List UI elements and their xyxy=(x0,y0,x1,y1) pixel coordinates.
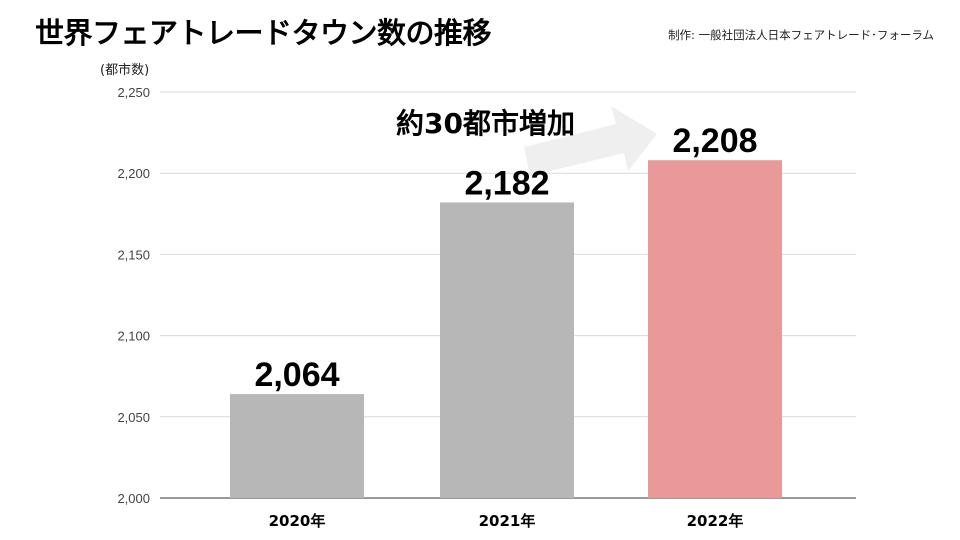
bar-data-label: 2,064 xyxy=(254,356,339,394)
chart-title: 世界フェアトレードタウン数の推移 xyxy=(35,16,492,50)
y-tick-label: 2,150 xyxy=(117,247,150,262)
y-axis-ticks: 2,000 2,050 2,100 2,150 2,200 2,250 xyxy=(117,85,150,506)
bar-data-label: 2,208 xyxy=(672,122,757,160)
bar xyxy=(230,394,364,498)
bar xyxy=(648,160,782,498)
y-tick-label: 2,100 xyxy=(117,329,150,344)
bar-data-label: 2,182 xyxy=(464,164,549,202)
x-axis-categories: 2020年 2021年 2022年 xyxy=(269,512,744,530)
credit-text: 制作: 一般社団法人日本フェアトレード･フォーラム xyxy=(668,28,934,42)
y-tick-label: 2,050 xyxy=(117,410,150,425)
x-category-label: 2022年 xyxy=(687,512,744,530)
bar xyxy=(440,202,574,498)
x-category-label: 2021年 xyxy=(479,512,536,530)
y-axis-unit-label: (都市数) xyxy=(100,62,149,78)
arrow-icon xyxy=(524,106,657,176)
increase-annotation: 約30都市増加 xyxy=(396,107,575,140)
x-category-label: 2020年 xyxy=(269,512,326,530)
y-tick-label: 2,200 xyxy=(117,166,150,181)
y-tick-label: 2,000 xyxy=(117,491,150,506)
data-labels: 2,064 2,182 2,208 xyxy=(254,122,757,394)
bars xyxy=(230,160,782,498)
y-tick-label: 2,250 xyxy=(117,85,150,100)
increase-arrow xyxy=(524,106,657,176)
